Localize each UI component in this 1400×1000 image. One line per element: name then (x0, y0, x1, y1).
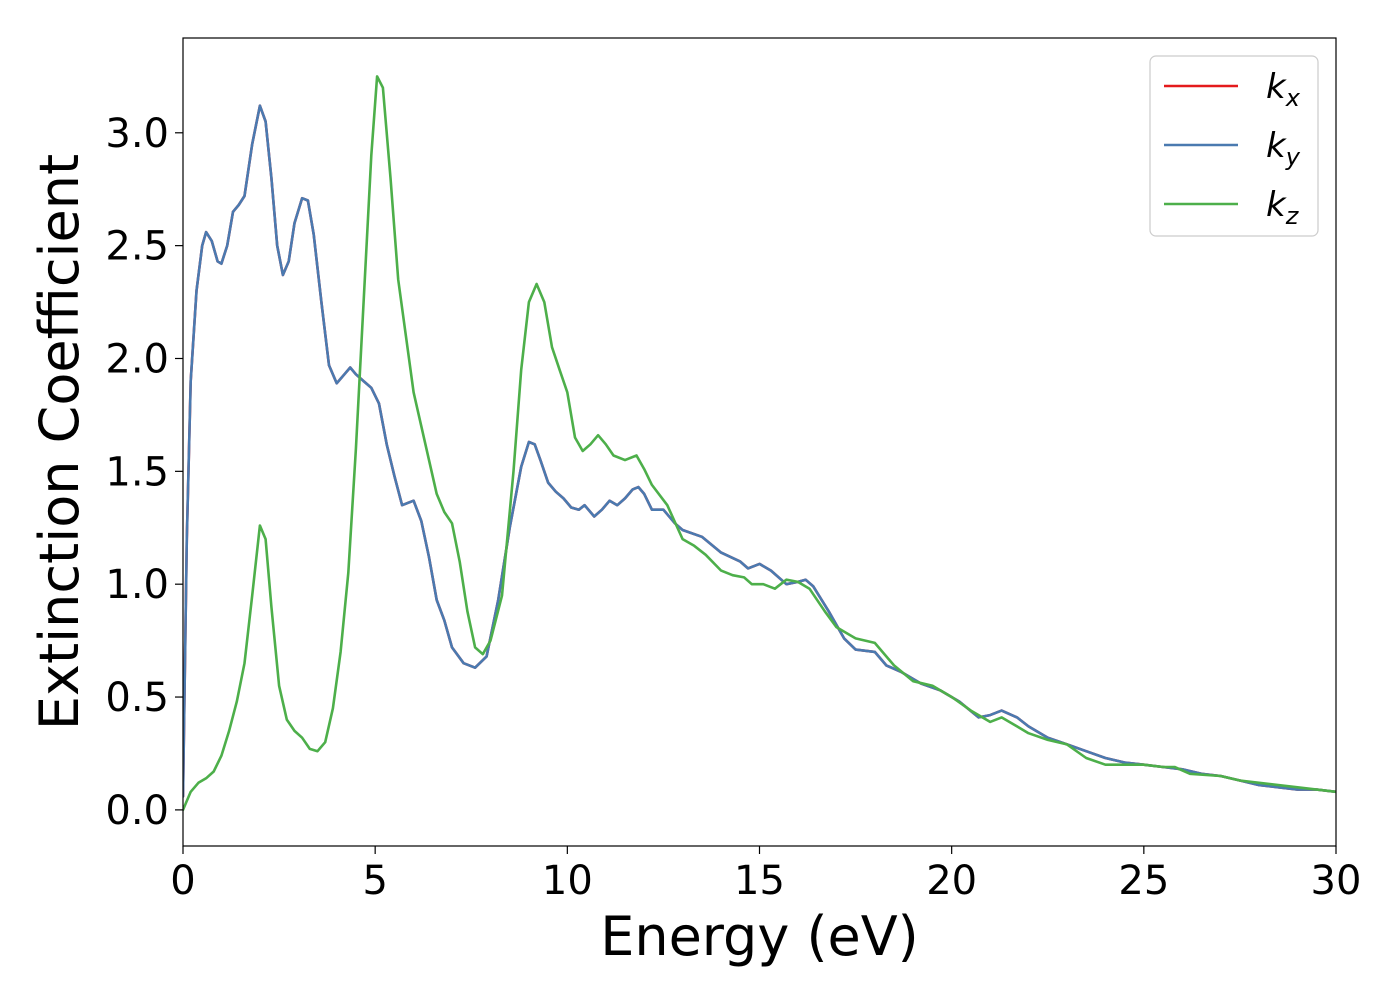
y-axis-ticks: 0.0 0.5 1.0 1.5 2.0 2.5 3.0 (105, 111, 183, 834)
y-tick-label: 2.5 (105, 224, 169, 270)
x-tick-label: 15 (734, 858, 785, 904)
y-tick-label: 1.5 (105, 449, 169, 495)
legend-label: kz (1266, 185, 1300, 230)
series-layer (183, 75, 1336, 812)
legend-item-ky: ky (1164, 126, 1301, 171)
y-tick-label: 2.0 (105, 336, 169, 382)
x-tick-label: 20 (926, 858, 977, 904)
x-tick-label: 5 (362, 858, 387, 904)
legend-item-kx: kx (1164, 67, 1301, 112)
x-tick-label: 10 (542, 858, 593, 904)
legend-label: kx (1266, 67, 1301, 112)
legend-item-kz: kz (1164, 185, 1300, 230)
legend: kx ky kz (1149, 55, 1319, 237)
x-axis-title: Energy (eV) (600, 905, 919, 968)
series-line-kz (183, 75, 1336, 812)
legend-label: ky (1266, 126, 1301, 171)
y-tick-label: 0.5 (105, 675, 169, 721)
x-axis-ticks: 0 5 10 15 20 25 30 (170, 846, 1361, 904)
series-line-ky (183, 104, 1336, 798)
y-tick-label: 3.0 (105, 111, 169, 157)
x-tick-label: 0 (170, 858, 195, 904)
y-tick-label: 0.0 (105, 788, 169, 834)
x-tick-label: 25 (1118, 858, 1169, 904)
y-tick-label: 1.0 (105, 562, 169, 608)
x-tick-label: 30 (1311, 858, 1362, 904)
y-axis-title: Extinction Coefficient (28, 154, 91, 730)
legend-items: kx ky kz (1164, 67, 1301, 230)
